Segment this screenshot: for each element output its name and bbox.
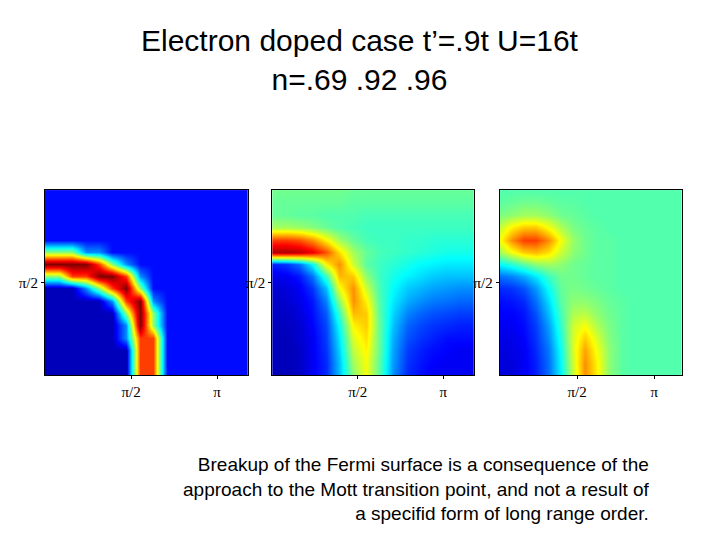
svg-text:π/2: π/2 (567, 384, 586, 400)
svg-text:π/2: π/2 (19, 275, 38, 291)
svg-text:π: π (213, 384, 221, 400)
svg-text:π: π (440, 384, 448, 400)
svg-text:π/2: π/2 (246, 275, 265, 291)
svg-text:Breakup of the Fermi surface i: Breakup of the Fermi surface is a conseq… (183, 454, 650, 524)
svg-text:π/2: π/2 (121, 384, 140, 400)
svg-text:π/2: π/2 (348, 384, 367, 400)
svg-text:π/2: π/2 (473, 275, 492, 291)
svg-text:π: π (651, 384, 659, 400)
svg-text:Electron doped case t’=.9t U=1: Electron doped case t’=.9t U=16tn=.69 .9… (141, 24, 579, 96)
